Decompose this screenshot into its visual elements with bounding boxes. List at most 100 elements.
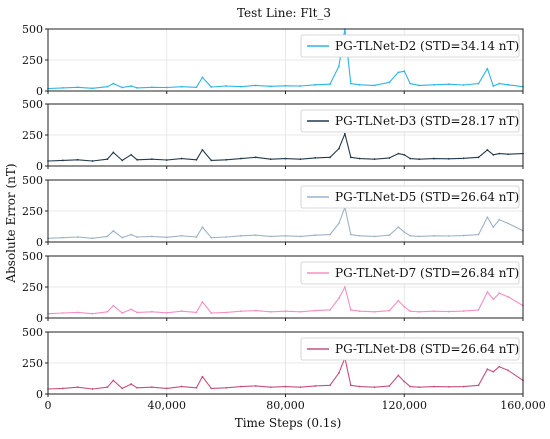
data-point bbox=[61, 159, 64, 162]
series-line bbox=[47, 28, 524, 90]
legend-label: PG-TLNet-D5 (STD=26.64 nT) bbox=[335, 190, 519, 204]
data-point bbox=[165, 387, 168, 390]
data-point bbox=[507, 222, 510, 225]
data-point bbox=[477, 384, 480, 387]
data-point bbox=[106, 158, 109, 161]
data-point bbox=[447, 83, 450, 86]
x-tick-label: 40,000 bbox=[148, 399, 187, 412]
series-line bbox=[47, 133, 524, 162]
data-point bbox=[165, 236, 168, 239]
data-point bbox=[373, 310, 376, 313]
data-point bbox=[477, 233, 480, 236]
data-point bbox=[492, 298, 495, 301]
data-point bbox=[240, 234, 242, 237]
data-point bbox=[433, 157, 435, 160]
legend-box bbox=[300, 337, 520, 361]
data-point bbox=[418, 235, 420, 238]
data-point bbox=[180, 385, 183, 388]
data-point bbox=[329, 83, 331, 86]
y-tick-label: 500 bbox=[22, 326, 43, 339]
data-point bbox=[254, 309, 257, 312]
data-point bbox=[498, 292, 501, 295]
data-point bbox=[447, 310, 450, 313]
legend-box bbox=[300, 34, 520, 58]
data-point bbox=[477, 156, 480, 159]
data-point bbox=[240, 85, 242, 88]
data-point bbox=[486, 216, 489, 219]
panels-group: 0 250 500 PG-TLNet-D2 (STD=34.14 nT) 0 250 500… bbox=[22, 23, 546, 412]
data-point bbox=[106, 386, 109, 389]
data-point bbox=[343, 132, 346, 135]
x-tick-label: 160,000 bbox=[500, 399, 546, 412]
data-point bbox=[254, 84, 257, 87]
data-point bbox=[388, 385, 391, 387]
data-point bbox=[210, 387, 213, 390]
y-tick-label: 500 bbox=[22, 23, 43, 36]
data-point bbox=[195, 158, 198, 161]
data-point bbox=[477, 309, 480, 311]
data-point bbox=[225, 85, 228, 87]
data-point bbox=[373, 235, 376, 238]
data-point bbox=[349, 82, 352, 85]
data-point bbox=[373, 386, 376, 389]
data-point bbox=[418, 310, 420, 313]
data-point bbox=[151, 386, 153, 389]
data-point bbox=[254, 156, 257, 159]
data-point bbox=[165, 86, 168, 89]
data-point bbox=[388, 234, 391, 237]
data-point bbox=[462, 84, 465, 86]
data-point bbox=[447, 385, 450, 388]
data-point bbox=[112, 379, 115, 382]
legend-label: PG-TLNet-D2 (STD=34.14 nT) bbox=[335, 39, 519, 53]
data-point bbox=[136, 236, 138, 238]
data-point bbox=[254, 385, 257, 387]
y-tick-label: 0 bbox=[36, 160, 43, 173]
data-point bbox=[130, 308, 133, 311]
data-point bbox=[433, 310, 435, 313]
y-tick-label: 250 bbox=[22, 205, 43, 218]
data-point bbox=[91, 160, 94, 162]
data-point bbox=[314, 309, 317, 312]
y-tick-label: 250 bbox=[22, 54, 43, 67]
data-point bbox=[130, 233, 133, 236]
data-point bbox=[195, 86, 198, 89]
data-point bbox=[106, 85, 109, 88]
data-point bbox=[61, 236, 64, 239]
data-point bbox=[418, 158, 420, 161]
data-point bbox=[447, 235, 450, 237]
data-point bbox=[76, 236, 79, 238]
data-point bbox=[225, 311, 228, 314]
panel-2: 0 250 500 PG-TLNet-D3 (STD=28.17 nT) bbox=[22, 98, 524, 173]
data-point bbox=[314, 385, 317, 387]
data-point bbox=[329, 309, 331, 311]
data-point bbox=[201, 148, 204, 151]
y-tick-label: 0 bbox=[36, 85, 43, 98]
data-point bbox=[477, 82, 480, 85]
data-point bbox=[338, 297, 340, 300]
data-point bbox=[61, 312, 64, 314]
data-point bbox=[397, 299, 400, 302]
data-point bbox=[409, 157, 412, 160]
data-point bbox=[462, 234, 465, 237]
data-point bbox=[349, 384, 352, 387]
data-point bbox=[151, 158, 153, 161]
data-point bbox=[284, 84, 287, 87]
data-point bbox=[486, 67, 489, 70]
data-point bbox=[225, 158, 228, 161]
data-point bbox=[314, 83, 317, 86]
data-point bbox=[76, 158, 79, 161]
data-point bbox=[388, 309, 391, 312]
data-point bbox=[91, 312, 94, 315]
data-point bbox=[462, 385, 465, 388]
data-point bbox=[151, 235, 153, 238]
series-line bbox=[47, 357, 524, 390]
data-point bbox=[201, 300, 204, 303]
data-point bbox=[112, 82, 115, 85]
data-point bbox=[349, 309, 352, 311]
data-point bbox=[91, 87, 94, 90]
data-point bbox=[61, 387, 64, 390]
data-point bbox=[121, 236, 124, 239]
data-point bbox=[210, 236, 213, 239]
data-point bbox=[112, 304, 115, 307]
data-point bbox=[498, 82, 501, 85]
